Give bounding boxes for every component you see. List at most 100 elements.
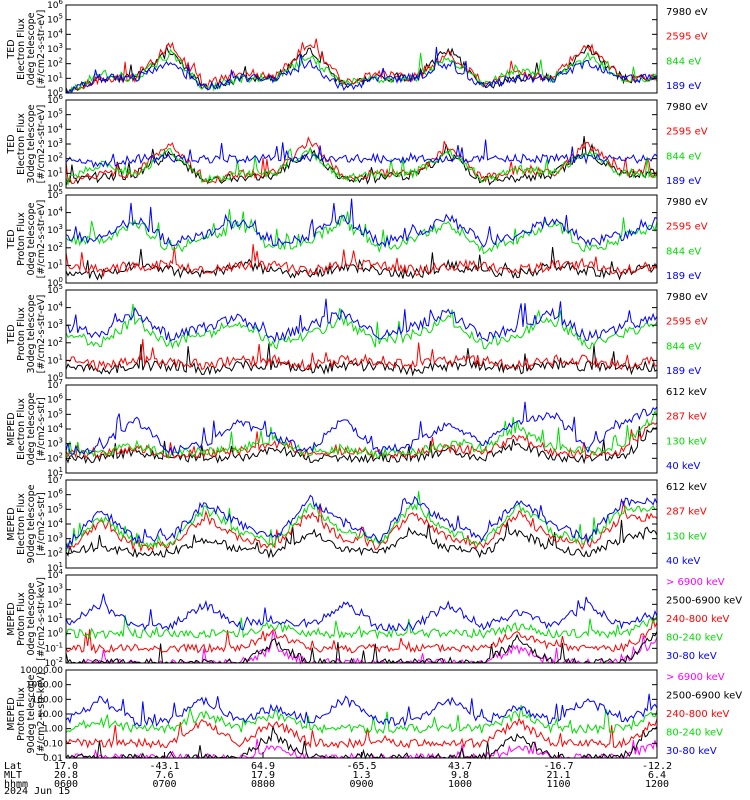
- y-axis-label: MEPEDElectron Flux90deg telescope[#/cm2-…: [6, 484, 47, 563]
- legend-entry: 130 keV: [666, 436, 707, 447]
- legend-entry: 287 keV: [666, 412, 707, 423]
- y-tick-label: 103: [47, 583, 63, 596]
- y-axis-label: MEPEDProton Flux90deg telescope[#/cm2-s-…: [6, 672, 47, 756]
- legend-entry: 30-80 keV: [666, 746, 717, 757]
- y-tick-label: 102: [47, 336, 63, 349]
- y-axis-label: MEPEDElectron Flux0deg telescope[#/cm2-s…: [6, 392, 47, 465]
- y-tick-label: 10000.00: [20, 666, 63, 676]
- y-tick-label: 105: [47, 108, 63, 121]
- y-axis-label: TEDElectron Flux30deg telescope[#/cm2-s-…: [6, 104, 47, 183]
- series-line-189-ev: [65, 139, 658, 169]
- y-tick-label: 104: [47, 422, 63, 435]
- y-tick-label: 104: [47, 301, 63, 314]
- legend-entry: 2595 eV: [666, 127, 708, 138]
- x-row-label: MLT: [4, 770, 22, 781]
- y-tick-label: 102: [47, 152, 63, 165]
- panel-frame: [65, 289, 658, 379]
- y-tick-label: 100: [47, 627, 63, 640]
- legend-entry: 844 eV: [666, 56, 701, 67]
- x-tick-value: 9.8: [451, 770, 469, 781]
- series-line-7980-ev: [65, 246, 658, 281]
- y-tick-label: 103: [47, 437, 63, 450]
- x-tick-value: 0700: [152, 779, 176, 790]
- y-tick-label: 106: [47, 393, 63, 406]
- legend-entry: 7980 eV: [666, 197, 708, 208]
- legend-entry: 40 keV: [666, 556, 700, 567]
- legend-entry: 40 keV: [666, 461, 700, 472]
- x-tick-value: 1200: [645, 779, 669, 790]
- x-tick-value: 43.7: [448, 761, 472, 772]
- x-tick-value: -43.1: [149, 761, 179, 772]
- panel-frame: [65, 384, 658, 474]
- series-line-189-ev: [65, 298, 658, 344]
- legend-entry: 189 eV: [666, 366, 701, 377]
- y-tick-label: 103: [47, 532, 63, 545]
- legend-entry: 612 keV: [666, 482, 707, 493]
- x-axis-footer: Lat 17.0 -43.1 64.9 -65.5 43.7 -16.7 -12.2 MLT 20…: [4, 752, 672, 790]
- legend-entry: 2595 eV: [666, 32, 708, 43]
- series-line-30-80-kev: [65, 693, 658, 727]
- y-tick-label: 106: [47, 488, 63, 501]
- y-tick-label: 101: [47, 166, 63, 179]
- y-tick-label: 1.00: [43, 725, 63, 735]
- y-tick-label: 103: [47, 137, 63, 150]
- x-row-label: hhmm: [4, 779, 28, 790]
- x-tick-value: -65.5: [346, 761, 376, 772]
- series-line-130-kev: [65, 491, 658, 553]
- y-axis-label: TEDElectron Flux0deg telescope[#/cm2-s-s…: [6, 10, 47, 89]
- legend-entry: 844 eV: [666, 341, 701, 352]
- legend-entry: 2595 eV: [666, 222, 708, 233]
- y-tick-label: 102: [47, 57, 63, 70]
- y-tick-label: 106: [47, 0, 63, 11]
- series-line-189-ev: [65, 46, 658, 94]
- x-tick-value: 1.3: [352, 770, 370, 781]
- y-tick-label: 105: [47, 502, 63, 515]
- y-tick-label: 103: [47, 42, 63, 55]
- legend-entry: > 6900 keV: [666, 672, 725, 683]
- y-tick-label: 10.00: [37, 710, 63, 720]
- series-line-844-ev: [65, 303, 658, 350]
- y-tick-label: 102: [47, 451, 63, 464]
- x-row-label: Lat: [4, 761, 22, 772]
- series-line-844-ev: [65, 146, 658, 187]
- series-line-240-800-kev: [65, 716, 658, 749]
- series-line-2595-ev: [65, 244, 658, 278]
- y-tick-label: 101: [47, 612, 63, 625]
- series-line-844-ev: [65, 48, 658, 94]
- x-tick-value: 17.0: [54, 761, 78, 772]
- y-tick-label: 1000.00: [26, 681, 63, 691]
- series-line-612-kev: [65, 426, 658, 465]
- y-tick-label: 105: [47, 407, 63, 420]
- y-tick-label: 104: [47, 206, 63, 219]
- legend-entry: > 6900 keV: [666, 577, 725, 588]
- series-line-80-240-kev: [65, 615, 658, 640]
- legend-entry: 7980 eV: [666, 7, 708, 18]
- x-tick-value: 17.9: [251, 770, 275, 781]
- y-axis-label: TEDProton Flux0deg telescope[#/cm2-s-str…: [6, 200, 47, 279]
- panel-frame: [65, 194, 658, 284]
- legend-entry: 30-80 keV: [666, 651, 717, 662]
- x-tick-value: 6.4: [648, 770, 666, 781]
- series-line-189-ev: [65, 198, 658, 248]
- legend-entry: 240-800 keV: [666, 614, 730, 625]
- series-line-30-80-kev: [65, 593, 658, 632]
- series-line-40-kev: [65, 494, 658, 550]
- date-label: 2024 Jun 15: [4, 786, 71, 797]
- series-line-2595-ev: [65, 136, 658, 185]
- y-tick-label: 101: [47, 71, 63, 84]
- legend-entry: 7980 eV: [666, 292, 708, 303]
- y-tick-label: 105: [47, 13, 63, 26]
- y-tick-label: 101: [47, 353, 63, 366]
- series-line-80-240-kev: [65, 705, 658, 735]
- legend-entry: 612 keV: [666, 387, 707, 398]
- legend-entry: 80-240 keV: [666, 633, 723, 644]
- x-tick-value: -16.7: [543, 761, 573, 772]
- series-line-240-800-kev: [65, 617, 658, 654]
